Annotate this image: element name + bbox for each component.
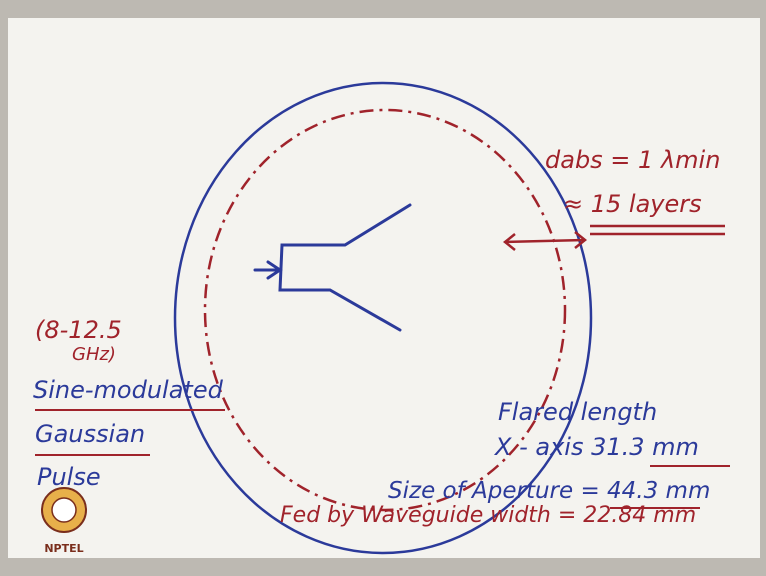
pulse-text: Gaussian	[35, 420, 145, 448]
absorber-layers: ≈ 15 layers	[563, 190, 702, 218]
absorber-boundary	[203, 108, 567, 512]
absorber-thickness: dabs = 1 λmin	[545, 146, 720, 174]
band-text: GHz)	[72, 344, 116, 365]
thickness-arrow	[502, 231, 588, 251]
flared-length: X - axis 31.3 mm	[493, 433, 699, 461]
pulse-text: Sine-modulated	[33, 376, 224, 404]
feed-width: Fed by Waveguide width = 22.84 mm	[280, 503, 696, 528]
outer-boundary	[173, 81, 593, 555]
nptel-logo: NPTEL	[41, 487, 87, 555]
pulse-text: Pulse	[37, 463, 101, 491]
aperture-size: Size of Aperture = 44.3 mm	[388, 478, 710, 504]
flared-length: Flared length	[498, 398, 657, 426]
board	[8, 18, 760, 558]
band-text: (8-12.5	[35, 316, 122, 344]
horn-antenna	[253, 203, 412, 332]
logo-text: NPTEL	[44, 542, 83, 555]
